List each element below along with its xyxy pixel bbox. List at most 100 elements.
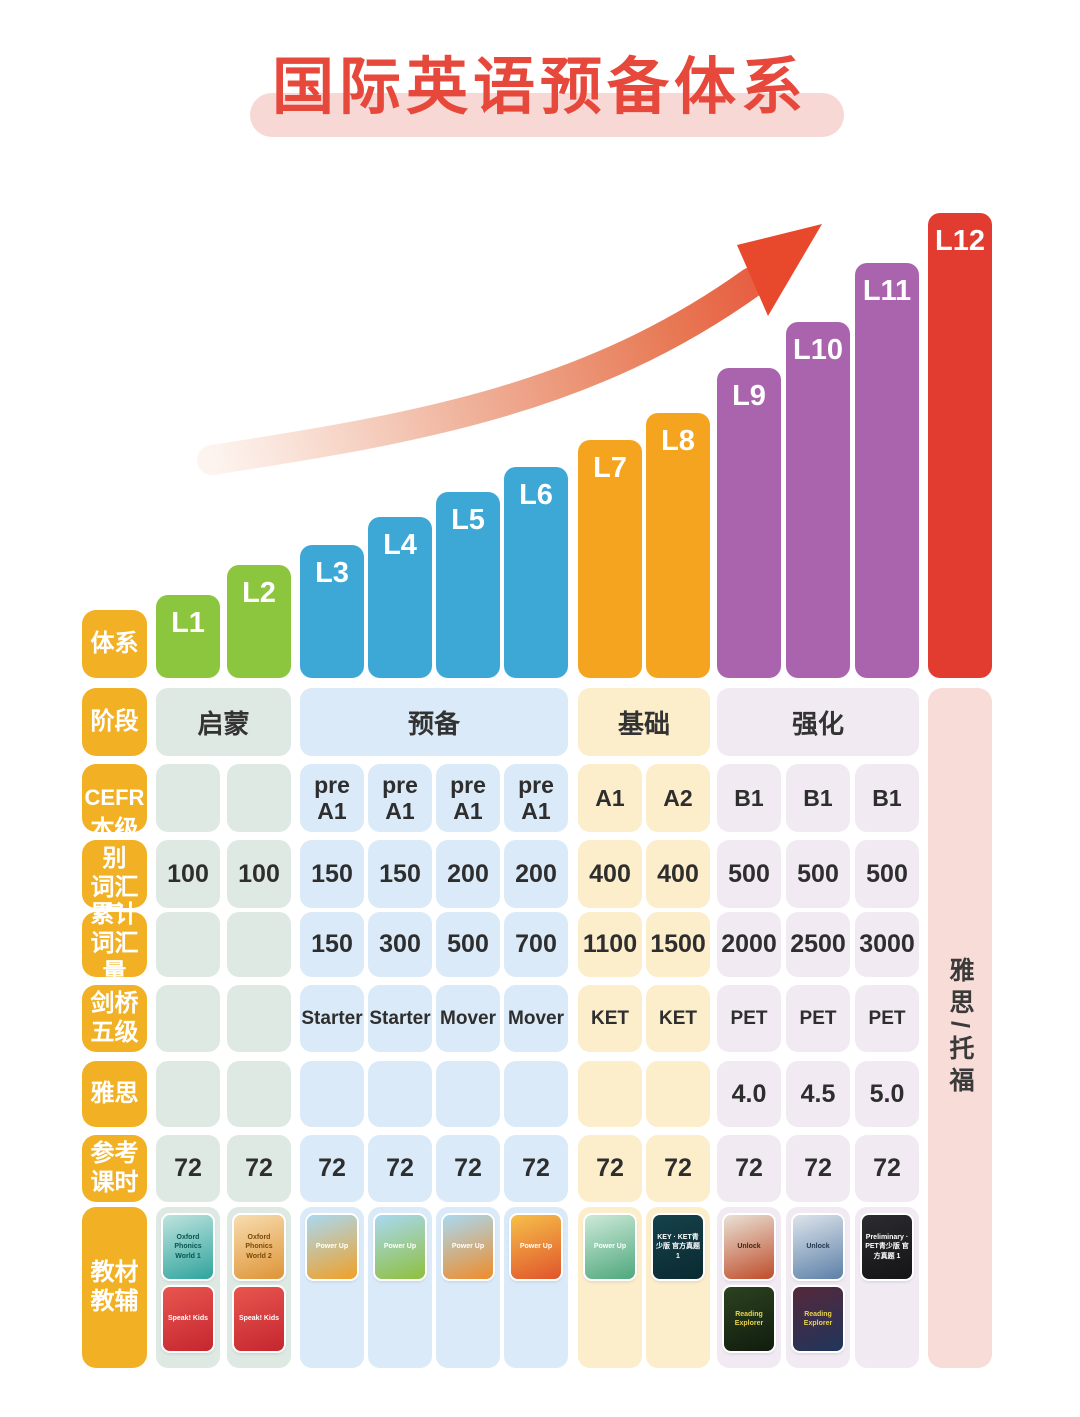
row-header-system: 体系 xyxy=(82,610,147,678)
cell-cefr-L8: A2 xyxy=(646,764,710,832)
book-title: KEY · KET青少版 官方真题 1 xyxy=(656,1234,700,1260)
cell-cambridge-L10: PET xyxy=(786,985,850,1052)
bar-L6: L6 xyxy=(504,467,568,678)
bar-L4: L4 xyxy=(368,517,432,678)
bar-L5: L5 xyxy=(436,492,500,678)
book-title: Oxford Phonics World 1 xyxy=(174,1234,202,1260)
cell-level_vocab-L7: 400 xyxy=(578,840,642,908)
cell-hours-L2: 72 xyxy=(227,1135,291,1202)
row-header-ielts: 雅思 xyxy=(82,1061,147,1127)
cell-cambridge-L5: Mover xyxy=(436,985,500,1052)
cell-books-L7: Power Up xyxy=(578,1207,642,1368)
row-header-level-vocab: 本级别 词汇量 xyxy=(82,816,147,930)
book-cover: KEY · KET青少版 官方真题 1 xyxy=(653,1215,703,1279)
book-title: Power Up xyxy=(593,1243,627,1251)
stage-cell-enlightenment: 启蒙 xyxy=(156,688,291,756)
cell-cum_vocab-L10: 2500 xyxy=(786,912,850,977)
book-cover: Reading Explorer xyxy=(724,1287,774,1351)
cell-hours-L5: 72 xyxy=(436,1135,500,1202)
bar-L1: L1 xyxy=(156,595,220,678)
bar-L12: L12 xyxy=(928,213,992,678)
cell-cambridge-L11: PET xyxy=(855,985,919,1052)
title-highlight xyxy=(250,93,844,137)
row-header-cambridge-five: 剑桥 五级 xyxy=(82,985,147,1052)
cell-cefr-L6: pre A1 xyxy=(504,764,568,832)
book-cover: Unlock xyxy=(793,1215,843,1279)
cell-cum_vocab-L2 xyxy=(227,912,291,977)
cell-cambridge-L6: Mover xyxy=(504,985,568,1052)
book-title: Speak! Kids xyxy=(167,1315,209,1323)
cell-cum_vocab-L5: 500 xyxy=(436,912,500,977)
bar-L8: L8 xyxy=(646,413,710,678)
cell-level_vocab-L6: 200 xyxy=(504,840,568,908)
ielts-toefl-label: 雅思/托福 xyxy=(946,957,974,1099)
cell-ielts-L7 xyxy=(578,1061,642,1127)
book-title: Unlock xyxy=(737,1243,761,1251)
cell-cambridge-L3: Starter xyxy=(300,985,364,1052)
cell-books-L6: Power Up xyxy=(504,1207,568,1368)
book-title: Reading Explorer xyxy=(803,1310,833,1327)
cell-hours-L9: 72 xyxy=(717,1135,781,1202)
cell-books-L2: Oxford Phonics World 2 Speak! Kids xyxy=(227,1207,291,1368)
book-cover: Power Up xyxy=(375,1215,425,1279)
cell-books-L10: Unlock Reading Explorer xyxy=(786,1207,850,1368)
book-title: Power Up xyxy=(383,1243,417,1251)
cell-hours-L4: 72 xyxy=(368,1135,432,1202)
stage-cell-preparation: 预备 xyxy=(300,688,568,756)
cell-level_vocab-L10: 500 xyxy=(786,840,850,908)
bar-L9: L9 xyxy=(717,368,781,678)
bar-L2: L2 xyxy=(227,565,291,678)
book-cover: Power Up xyxy=(511,1215,561,1279)
cell-ielts-L5 xyxy=(436,1061,500,1127)
book-title: Oxford Phonics World 2 xyxy=(245,1234,273,1260)
bar-label-L2: L2 xyxy=(242,577,276,609)
cell-cefr-L4: pre A1 xyxy=(368,764,432,832)
cell-cefr-L10: B1 xyxy=(786,764,850,832)
cell-cambridge-L8: KET xyxy=(646,985,710,1052)
cell-cambridge-L9: PET xyxy=(717,985,781,1052)
cell-level_vocab-L8: 400 xyxy=(646,840,710,908)
cell-cefr-L5: pre A1 xyxy=(436,764,500,832)
cell-ielts-L11: 5.0 xyxy=(855,1061,919,1127)
cell-cum_vocab-L9: 2000 xyxy=(717,912,781,977)
book-title: Power Up xyxy=(315,1243,349,1251)
cell-hours-L6: 72 xyxy=(504,1135,568,1202)
book-title: Unlock xyxy=(806,1243,830,1251)
cell-ielts-L4 xyxy=(368,1061,432,1127)
cell-cambridge-L7: KET xyxy=(578,985,642,1052)
stage-cell-foundation: 基础 xyxy=(578,688,710,756)
cell-ielts-L8 xyxy=(646,1061,710,1127)
row-header-cefr: CEFR xyxy=(82,764,147,832)
cell-cefr-L9: B1 xyxy=(717,764,781,832)
book-title: Preliminary · PET青少版 官方真题 1 xyxy=(865,1234,909,1260)
cell-cum_vocab-L7: 1100 xyxy=(578,912,642,977)
cell-cambridge-L2 xyxy=(227,985,291,1052)
bar-label-L9: L9 xyxy=(732,380,766,412)
cell-hours-L10: 72 xyxy=(786,1135,850,1202)
cell-cefr-L7: A1 xyxy=(578,764,642,832)
book-cover: Power Up xyxy=(307,1215,357,1279)
cell-cum_vocab-L6: 700 xyxy=(504,912,568,977)
bar-label-L3: L3 xyxy=(315,557,349,589)
cell-ielts-L3 xyxy=(300,1061,364,1127)
cell-books-L1: Oxford Phonics World 1 Speak! Kids xyxy=(156,1207,220,1368)
cell-hours-L11: 72 xyxy=(855,1135,919,1202)
cell-level_vocab-L3: 150 xyxy=(300,840,364,908)
cell-level_vocab-L11: 500 xyxy=(855,840,919,908)
bar-label-L11: L11 xyxy=(862,275,912,307)
cell-ielts-L10: 4.5 xyxy=(786,1061,850,1127)
cell-ielts-L6 xyxy=(504,1061,568,1127)
book-cover: Power Up xyxy=(443,1215,493,1279)
book-cover: Oxford Phonics World 2 xyxy=(234,1215,284,1279)
cell-cambridge-L1 xyxy=(156,985,220,1052)
book-cover: Speak! Kids xyxy=(234,1287,284,1351)
cell-cefr-L11: B1 xyxy=(855,764,919,832)
row-header-stage: 阶段 xyxy=(82,688,147,756)
cell-books-L5: Power Up xyxy=(436,1207,500,1368)
cell-cum_vocab-L1 xyxy=(156,912,220,977)
cell-ielts-L1 xyxy=(156,1061,220,1127)
bar-label-L8: L8 xyxy=(661,425,695,457)
cell-books-L8: KEY · KET青少版 官方真题 1 xyxy=(646,1207,710,1368)
